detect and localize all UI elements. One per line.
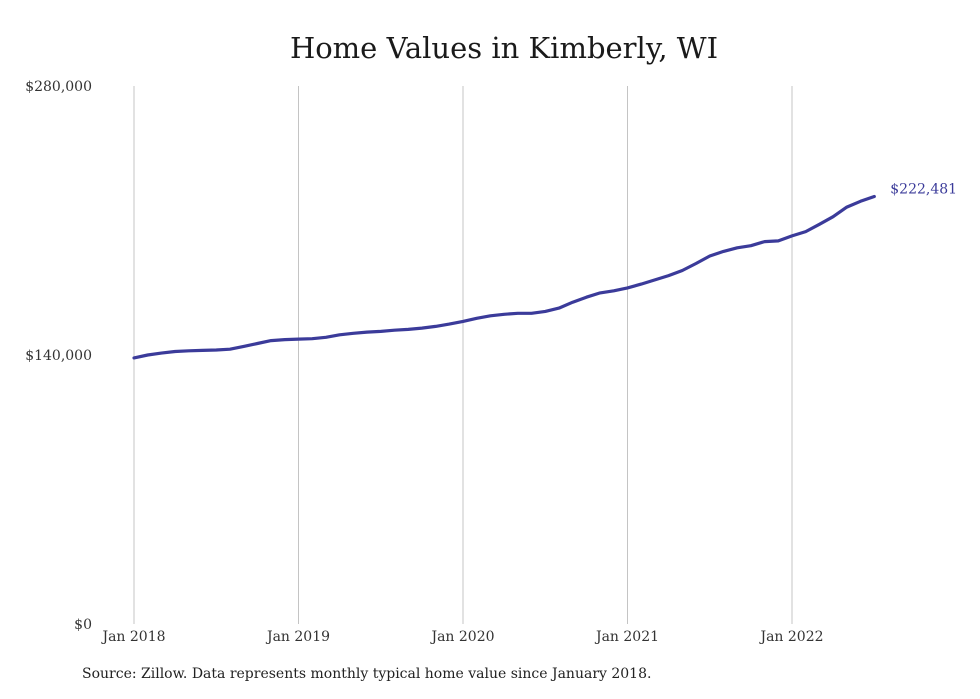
y-tick-label: $280,000: [25, 79, 92, 95]
y-axis-tick-labels: $0 $140,000 $280,000: [25, 79, 92, 633]
x-tick-label: Jan 2022: [758, 629, 823, 645]
series-line: [132, 194, 876, 360]
x-tick-label: Jan 2020: [429, 629, 494, 645]
x-axis-tick-labels: Jan 2018 Jan 2019 Jan 2020 Jan 2021 Jan 2022: [100, 629, 823, 645]
y-tick-label: $0: [74, 617, 92, 633]
source-note: Source: Zillow. Data represents monthly …: [82, 666, 652, 682]
y-tick-label: $140,000: [25, 348, 92, 364]
x-tick-label: Jan 2021: [594, 629, 659, 645]
x-tick-label: Jan 2019: [265, 629, 330, 645]
gridlines: [133, 86, 793, 624]
chart-title: Home Values in Kimberly, WI: [290, 31, 718, 65]
x-tick-label: Jan 2018: [100, 629, 165, 645]
end-value-label: $222,481: [890, 182, 957, 198]
